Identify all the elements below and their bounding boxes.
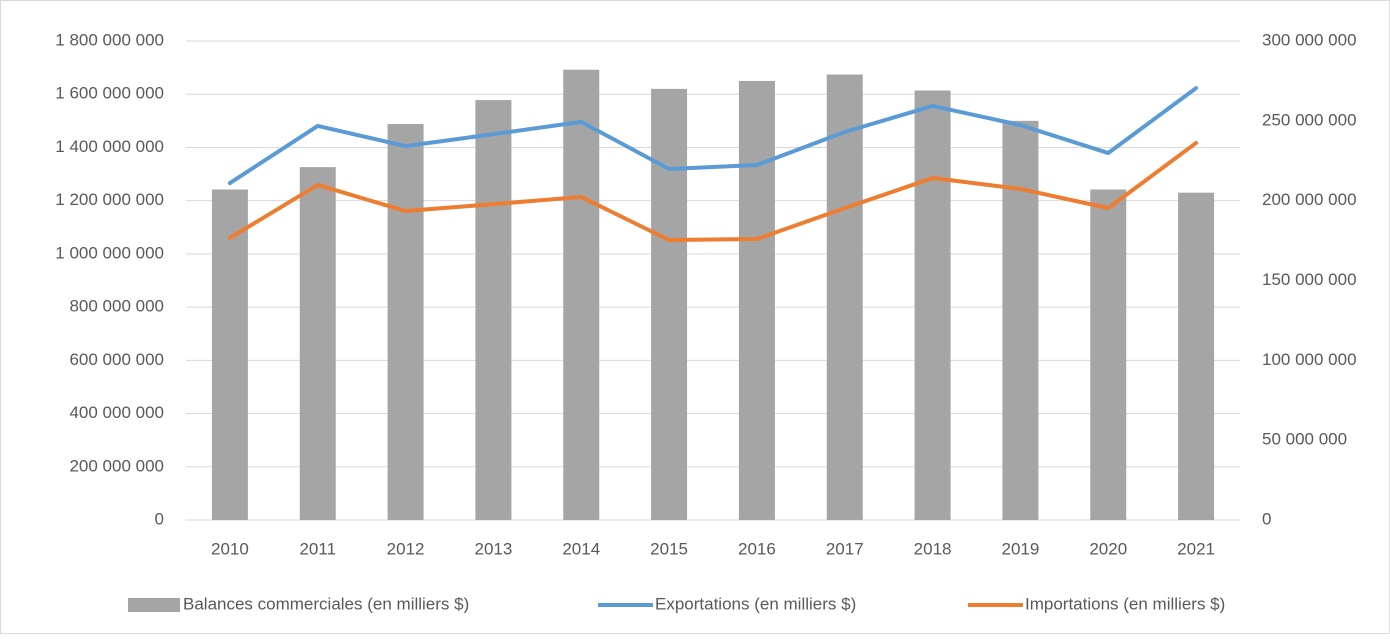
y2-tick-label: 150 000 000 xyxy=(1262,270,1357,289)
bar xyxy=(826,74,863,520)
legend-label: Exportations (en milliers $) xyxy=(655,594,856,613)
line xyxy=(227,86,1199,186)
x-tick-label: 2017 xyxy=(826,539,864,558)
y2-tick-label: 300 000 000 xyxy=(1262,30,1357,49)
y-tick-label: 1 800 000 000 xyxy=(55,30,164,49)
legend-swatch xyxy=(128,598,180,612)
x-tick-label: 2016 xyxy=(738,539,776,558)
y-tick-label: 1 400 000 000 xyxy=(55,137,164,156)
bar xyxy=(1178,192,1215,520)
y2-tick-label: 100 000 000 xyxy=(1262,350,1357,369)
line xyxy=(227,140,1199,243)
x-tick-label: 2015 xyxy=(650,539,688,558)
x-tick-label: 2014 xyxy=(562,539,600,558)
legend-label: Balances commerciales (en milliers $) xyxy=(183,594,469,613)
x-tick-label: 2013 xyxy=(475,539,513,558)
bar xyxy=(914,90,951,520)
y-tick-label: 200 000 000 xyxy=(69,456,164,475)
bar xyxy=(387,124,424,520)
bar xyxy=(563,69,600,521)
bar xyxy=(211,189,248,521)
bar xyxy=(651,88,688,521)
x-tick-label: 2021 xyxy=(1177,539,1215,558)
y-tick-label: 600 000 000 xyxy=(69,350,164,369)
y-tick-label: 1 600 000 000 xyxy=(55,84,164,103)
x-tick-label: 2019 xyxy=(1002,539,1040,558)
y2-tick-label: 0 xyxy=(1262,509,1271,528)
bar xyxy=(738,80,775,521)
x-tick-label: 2010 xyxy=(211,539,249,558)
bar xyxy=(1002,120,1039,520)
x-tick-label: 2012 xyxy=(387,539,425,558)
y-tick-label: 0 xyxy=(155,509,164,528)
y-tick-label: 800 000 000 xyxy=(69,297,164,316)
bar xyxy=(1090,189,1127,521)
bar xyxy=(475,100,512,521)
y-tick-label: 400 000 000 xyxy=(69,403,164,422)
legend-label: Importations (en milliers $) xyxy=(1025,594,1225,613)
y2-tick-label: 200 000 000 xyxy=(1262,190,1357,209)
y-tick-label: 1 000 000 000 xyxy=(55,243,164,262)
x-tick-label: 2011 xyxy=(299,539,336,558)
y-tick-label: 1 200 000 000 xyxy=(55,190,164,209)
bar xyxy=(299,167,336,521)
y2-tick-label: 50 000 000 xyxy=(1262,430,1347,449)
x-tick-label: 2020 xyxy=(1089,539,1127,558)
y2-tick-label: 250 000 000 xyxy=(1262,110,1357,129)
x-tick-label: 2018 xyxy=(914,539,952,558)
